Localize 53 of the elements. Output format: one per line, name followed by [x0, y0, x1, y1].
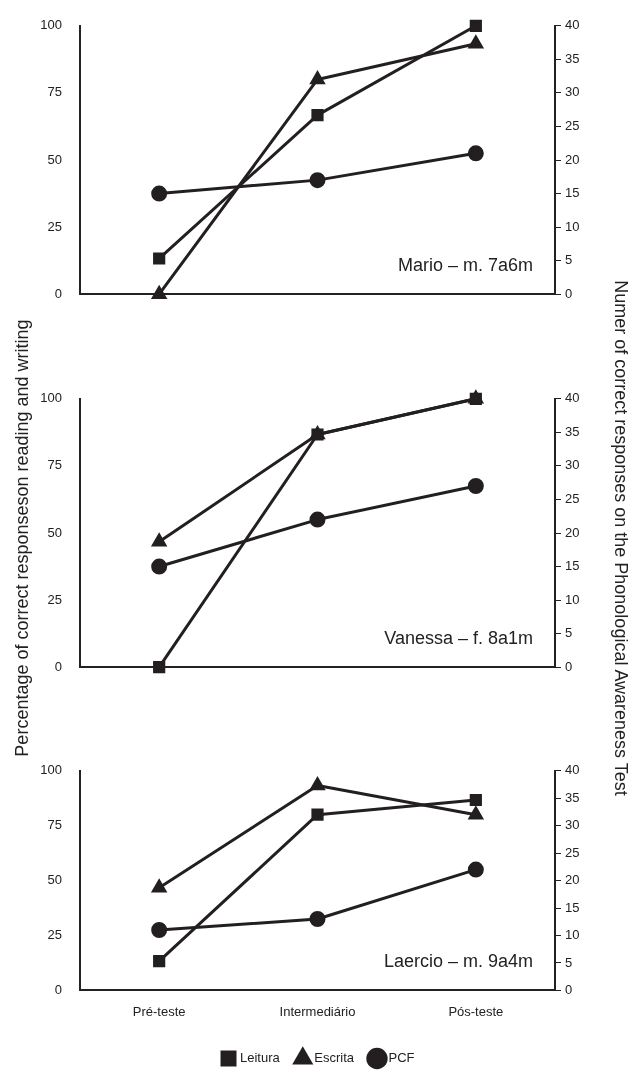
y2-tick-label: 20	[565, 151, 580, 167]
y-tick-label: 0	[54, 981, 62, 997]
y-tick-label: 25	[47, 927, 62, 943]
y2-tick-label: 15	[565, 558, 580, 574]
y2-axis-title: Numer of correct responses on the Phonological Awareness Test	[609, 280, 631, 796]
y2-tick-label: 35	[565, 789, 580, 805]
y-tick-label: 75	[47, 84, 62, 100]
y-axis-title: Percentage of correct responseson reading and writing	[11, 319, 33, 757]
annotation: Mario – m. 7a6m	[397, 255, 533, 276]
y-tick-label: 75	[47, 817, 62, 833]
y2-tick-label: 5	[565, 625, 573, 641]
x-tick-label: Intermediário	[279, 1003, 356, 1019]
x-tick-label: Pós-teste	[448, 1003, 504, 1019]
y2-tick-label: 20	[565, 872, 580, 888]
y2-tick-label: 40	[565, 17, 580, 33]
y2-tick-label: 30	[565, 84, 580, 100]
y-tick-label: 100	[40, 762, 62, 778]
y2-tick-label: 0	[565, 285, 573, 301]
y2-tick-label: 15	[565, 899, 580, 915]
y2-tick-label: 40	[565, 390, 580, 406]
y-tick-label: 50	[47, 151, 62, 167]
y2-tick-label: 40	[565, 762, 580, 778]
y-tick-label: 50	[47, 524, 62, 540]
y2-tick-label: 25	[565, 491, 580, 507]
y2-tick-label: 30	[565, 817, 580, 833]
y-tick-label: 25	[47, 591, 62, 607]
x-tick-label: Pré-teste	[132, 1003, 186, 1019]
legend-label: Escrita	[314, 1050, 355, 1066]
y2-tick-label: 35	[565, 50, 580, 66]
y2-tick-label: 10	[565, 591, 580, 607]
annotation: Laercio – m. 9a4m	[383, 951, 533, 972]
y2-tick-label: 20	[565, 524, 580, 540]
y2-tick-label: 15	[565, 185, 580, 201]
y2-tick-label: 5	[565, 252, 573, 268]
y2-tick-label: 10	[565, 218, 580, 234]
y-tick-label: 100	[40, 390, 62, 406]
y-tick-label: 0	[54, 658, 62, 674]
y2-tick-label: 25	[565, 118, 580, 134]
y-tick-label: 25	[47, 218, 62, 234]
y2-tick-label: 35	[565, 423, 580, 439]
y2-tick-label: 5	[565, 954, 573, 970]
y-tick-label: 75	[47, 457, 62, 473]
y2-tick-label: 10	[565, 927, 580, 943]
annotation: Vanessa – f. 8a1m	[384, 628, 533, 649]
y-tick-label: 0	[54, 285, 62, 301]
y2-tick-label: 0	[565, 658, 573, 674]
y-tick-label: 50	[47, 872, 62, 888]
legend-label: Leitura	[240, 1050, 281, 1066]
y2-tick-label: 0	[565, 981, 573, 997]
y-tick-label: 100	[40, 17, 62, 33]
legend-label: PCF	[388, 1050, 415, 1066]
y2-tick-label: 30	[565, 457, 580, 473]
y2-tick-label: 25	[565, 844, 580, 860]
